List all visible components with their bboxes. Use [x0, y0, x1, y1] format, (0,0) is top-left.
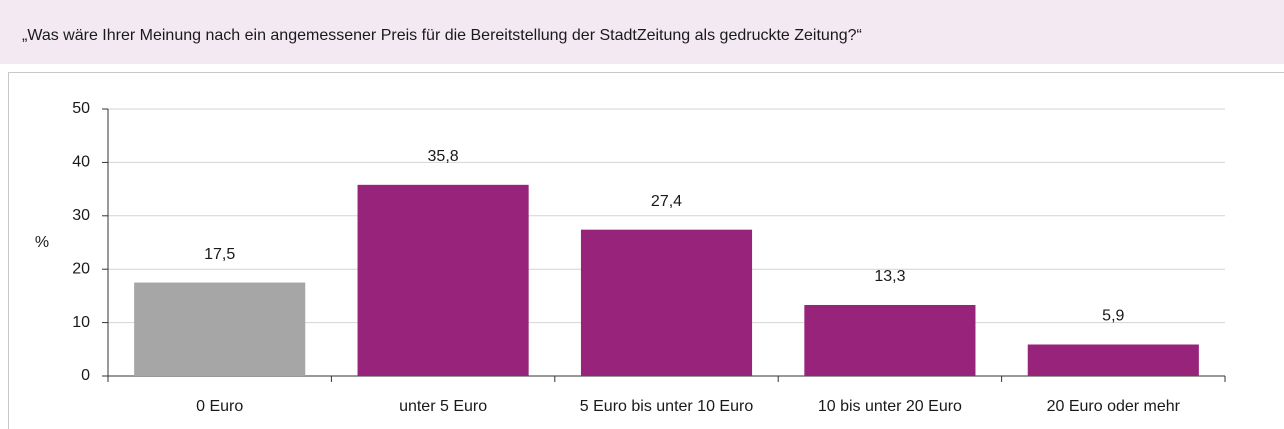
y-tick-label: 40 [72, 154, 90, 171]
y-tick-label: 0 [81, 367, 90, 384]
value-label: 13,3 [874, 268, 905, 285]
y-tick-label: 30 [72, 207, 90, 224]
x-tick-label: 10 bis unter 20 Euro [818, 398, 962, 415]
chart-title: „Was wäre Ihrer Meinung nach ein angemes… [22, 27, 862, 44]
y-tick-label: 10 [72, 314, 90, 331]
value-label: 27,4 [651, 193, 682, 210]
header-band [0, 0, 1284, 64]
y-tick-label: 50 [72, 100, 90, 117]
bar [134, 282, 306, 376]
x-tick-label: 20 Euro oder mehr [1047, 398, 1181, 415]
x-tick-label: 5 Euro bis unter 10 Euro [580, 398, 754, 415]
bar [357, 184, 529, 376]
bar [804, 304, 976, 376]
x-tick-label: unter 5 Euro [399, 398, 487, 415]
y-tick-label: 20 [72, 260, 90, 277]
value-label: 5,9 [1102, 308, 1124, 325]
chart-frame [8, 72, 1284, 429]
value-label: 35,8 [428, 148, 459, 165]
x-tick-label: 0 Euro [196, 398, 243, 415]
value-label: 17,5 [204, 246, 235, 263]
y-axis-label: % [35, 234, 49, 251]
bar [580, 229, 753, 376]
bar [1027, 344, 1199, 376]
